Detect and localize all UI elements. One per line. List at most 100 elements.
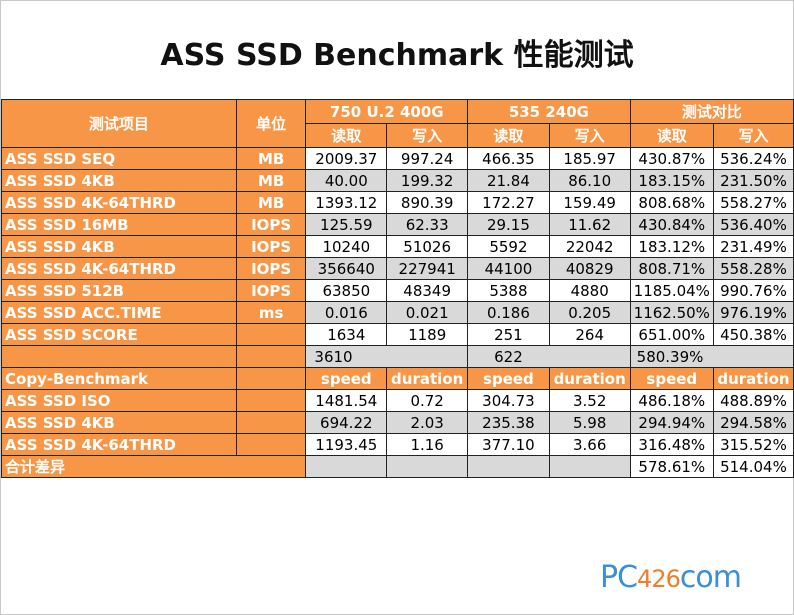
cell: 2009.37	[305, 147, 388, 170]
cell: 0.205	[548, 301, 631, 324]
copy-header-row: Copy-Benchmark speed duration speed dura…	[1, 367, 794, 390]
table-row: ASS SSD 512B IOPS 63850 48349 5388 4880 …	[1, 279, 794, 302]
table-row: ASS SSD 4KB MB 40.00 199.32 21.84 86.10 …	[1, 169, 794, 192]
benchmark-table: 测试项目 单位 750 U.2 400G 535 240G 测试对比 读取 写入…	[0, 99, 794, 478]
table-row: ASS SSD ISO 1481.54 0.72 304.73 3.52 486…	[1, 389, 794, 412]
row-unit: IOPS	[235, 235, 307, 258]
row-label: ASS SSD 4KB	[1, 169, 237, 192]
cell: 1185.04%	[629, 279, 714, 302]
row-label: ASS SSD SCORE	[1, 323, 237, 346]
header-speed: speed	[629, 367, 714, 390]
row-label: ASS SSD 16MB	[1, 213, 237, 236]
cell: 29.15	[467, 213, 550, 236]
cell: 304.73	[467, 389, 550, 412]
cell: 1481.54	[305, 389, 388, 412]
cell: 44100	[467, 257, 550, 280]
cell: 231.50%	[712, 169, 794, 192]
page-title: ASS SSD Benchmark 性能测试	[160, 38, 634, 73]
row-label: ASS SSD ISO	[1, 389, 237, 412]
empty-unit-cell	[235, 367, 307, 390]
row-unit: MB	[235, 191, 307, 214]
cell: 890.39	[386, 191, 469, 214]
cell: 227941	[386, 257, 469, 280]
cell: 990.76%	[712, 279, 794, 302]
empty-unit-cell	[235, 411, 307, 434]
cell: 5592	[467, 235, 550, 258]
cell: 0.186	[467, 301, 550, 324]
cell: 536.40%	[712, 213, 794, 236]
row-label: ASS SSD 4KB	[1, 235, 237, 258]
cell: 231.49%	[712, 235, 794, 258]
empty-unit-cell	[235, 389, 307, 412]
header-group-compare: 测试对比	[629, 99, 794, 124]
header-write: 写入	[548, 123, 631, 148]
row-label: ASS SSD SEQ	[1, 147, 237, 170]
cell: 294.94%	[629, 411, 714, 434]
footer-row: 合计差异 578.61% 514.04%	[0, 455, 794, 478]
total-535: 622	[467, 345, 631, 368]
empty-unit-cell	[235, 433, 307, 456]
empty-cell	[467, 455, 550, 478]
cell: 3.66	[548, 433, 631, 456]
table-row: ASS SSD 4K-64THRD MB 1393.12 890.39 172.…	[1, 191, 794, 214]
cell: 1193.45	[305, 433, 388, 456]
header-duration: duration	[548, 367, 631, 390]
cell: 2.03	[386, 411, 469, 434]
cell: 159.49	[548, 191, 631, 214]
cell: 294.58%	[712, 411, 794, 434]
cell: 51026	[386, 235, 469, 258]
footer-label: 合计差异	[0, 455, 307, 478]
empty-cell	[548, 455, 631, 478]
cell: 183.12%	[629, 235, 714, 258]
table-row: ASS SSD 4KB 694.22 2.03 235.38 5.98 294.…	[1, 411, 794, 434]
cell: 486.18%	[629, 389, 714, 412]
table-row: ASS SSD 4K-64THRD IOPS 356640 227941 441…	[1, 257, 794, 280]
cell: 185.97	[548, 147, 631, 170]
cell: 10240	[305, 235, 388, 258]
cell: 235.38	[467, 411, 550, 434]
cell: 1162.50%	[629, 301, 714, 324]
row-unit	[235, 323, 307, 346]
total-750: 3610	[305, 345, 469, 368]
cell: 40.00	[305, 169, 388, 192]
cell: 450.38%	[712, 323, 794, 346]
cell: 63850	[305, 279, 388, 302]
cell: 536.24%	[712, 147, 794, 170]
header-read: 读取	[305, 123, 388, 148]
row-label: ASS SSD 512B	[1, 279, 237, 302]
header-read: 读取	[467, 123, 550, 148]
cell: 183.15%	[629, 169, 714, 192]
row-label: ASS SSD ACC.TIME	[1, 301, 237, 324]
header-speed: speed	[467, 367, 550, 390]
logo-suffix: com	[679, 560, 742, 595]
cell: 651.00%	[629, 323, 714, 346]
cell: 1634	[305, 323, 388, 346]
cell: 997.24	[386, 147, 469, 170]
table-row: ASS SSD 4K-64THRD 1193.45 1.16 377.10 3.…	[1, 433, 794, 456]
copy-benchmark-label: Copy-Benchmark	[1, 367, 237, 390]
header-group-535: 535 240G	[467, 99, 631, 124]
cell: 808.71%	[629, 257, 714, 280]
cell: 199.32	[386, 169, 469, 192]
cell: 172.27	[467, 191, 550, 214]
table-row: ASS SSD 4KB IOPS 10240 51026 5592 22042 …	[1, 235, 794, 258]
row-unit: MB	[235, 169, 307, 192]
cell: 4880	[548, 279, 631, 302]
cell: 488.89%	[712, 389, 794, 412]
cell: 808.68%	[629, 191, 714, 214]
header-write: 写入	[712, 123, 794, 148]
header-item: 测试项目	[1, 99, 237, 148]
row-label: ASS SSD 4K-64THRD	[1, 191, 237, 214]
cell: 0.021	[386, 301, 469, 324]
cell: 125.59	[305, 213, 388, 236]
cell: 377.10	[467, 433, 550, 456]
row-label: ASS SSD 4K-64THRD	[1, 433, 237, 456]
cell: 976.19%	[712, 301, 794, 324]
cell: 466.35	[467, 147, 550, 170]
cell: 694.22	[305, 411, 388, 434]
cell: 3.52	[548, 389, 631, 412]
row-unit: MB	[235, 147, 307, 170]
cell: 316.48%	[629, 433, 714, 456]
cell: 86.10	[548, 169, 631, 192]
cell: 430.87%	[629, 147, 714, 170]
